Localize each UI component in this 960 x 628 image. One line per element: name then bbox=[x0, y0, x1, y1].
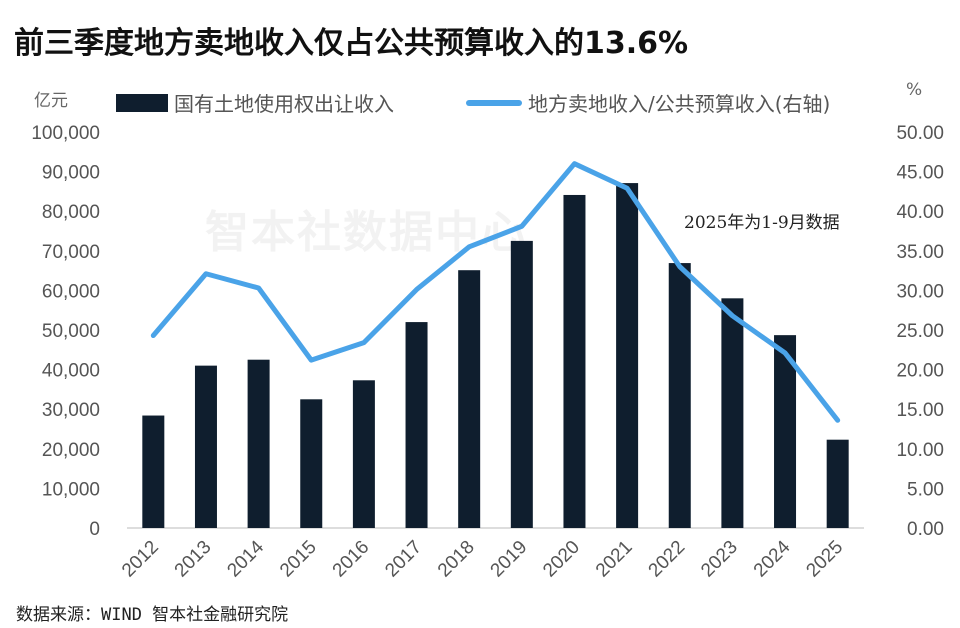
bar-2023 bbox=[721, 298, 744, 528]
x-tick-label: 2013 bbox=[171, 537, 216, 582]
source-note: 数据来源：WIND 智本社金融研究院 bbox=[16, 605, 289, 625]
annotation: 2025年为1-9月数据 bbox=[684, 213, 840, 233]
bar-2016 bbox=[352, 380, 375, 528]
x-tick-label: 2016 bbox=[329, 537, 374, 582]
chart-title: 前三季度地方卖地收入仅占公共预算收入的13.6% bbox=[14, 26, 689, 61]
right-tick-label: 25.00 bbox=[896, 321, 944, 342]
right-tick-label: 15.00 bbox=[896, 400, 944, 421]
bar-2021 bbox=[616, 183, 639, 529]
left-tick-label: 90,000 bbox=[42, 163, 100, 184]
bar-2018 bbox=[458, 270, 481, 528]
left-tick-label: 70,000 bbox=[42, 242, 100, 263]
bar-2022 bbox=[668, 263, 691, 528]
x-tick-label: 2023 bbox=[697, 537, 742, 582]
right-axis-unit: % bbox=[906, 80, 923, 100]
left-tick-label: 0 bbox=[89, 519, 100, 540]
x-tick-label: 2022 bbox=[645, 537, 690, 582]
left-tick-label: 40,000 bbox=[42, 361, 100, 382]
right-tick-label: 35.00 bbox=[896, 242, 944, 263]
x-tick-label: 2018 bbox=[434, 537, 479, 582]
right-tick-label: 30.00 bbox=[896, 281, 944, 302]
x-tick-label: 2024 bbox=[750, 536, 795, 581]
bar-2014 bbox=[247, 359, 270, 528]
right-tick-label: 5.00 bbox=[907, 479, 944, 500]
legend-bar-label: 国有土地使用权出让收入 bbox=[174, 92, 394, 116]
x-tick-label: 2014 bbox=[223, 536, 268, 581]
right-tick-label: 10.00 bbox=[896, 440, 944, 461]
left-tick-label: 30,000 bbox=[42, 400, 100, 421]
right-tick-label: 50.00 bbox=[896, 123, 944, 144]
bar-2013 bbox=[194, 365, 217, 528]
left-tick-label: 50,000 bbox=[42, 321, 100, 342]
x-tick-label: 2012 bbox=[118, 537, 163, 582]
bar-2025 bbox=[826, 439, 849, 528]
watermark: 智本社数据中心 bbox=[205, 207, 527, 258]
x-tick-label: 2017 bbox=[381, 537, 426, 582]
left-tick-label: 60,000 bbox=[42, 281, 100, 302]
x-tick-label: 2025 bbox=[802, 537, 847, 582]
bar-2017 bbox=[405, 322, 428, 528]
right-tick-label: 45.00 bbox=[896, 163, 944, 184]
bar-2012 bbox=[142, 415, 165, 528]
ratio-line bbox=[150, 161, 841, 423]
legend-line-label: 地方卖地收入/公共预算收入(右轴) bbox=[528, 92, 831, 116]
left-axis-unit: 亿元 bbox=[34, 91, 68, 111]
legend-item-bar: 国有土地使用权出让收入 bbox=[116, 88, 394, 117]
right-tick-label: 40.00 bbox=[896, 202, 944, 223]
left-tick-label: 100,000 bbox=[31, 123, 100, 144]
bar-2019 bbox=[510, 240, 533, 528]
legend-line-swatch bbox=[466, 99, 522, 106]
x-tick-label: 2015 bbox=[276, 537, 321, 582]
legend-bar-swatch bbox=[116, 93, 168, 112]
left-tick-label: 80,000 bbox=[42, 202, 100, 223]
x-tick-label: 2020 bbox=[539, 537, 584, 582]
x-tick-label: 2019 bbox=[487, 537, 532, 582]
left-tick-label: 10,000 bbox=[42, 479, 100, 500]
bar-2015 bbox=[300, 399, 323, 528]
right-tick-label: 0.00 bbox=[907, 519, 944, 540]
bar-2020 bbox=[563, 194, 586, 529]
bar-2024 bbox=[774, 335, 797, 528]
legend-item-line: 地方卖地收入/公共预算收入(右轴) bbox=[466, 88, 830, 117]
x-tick-label: 2021 bbox=[592, 537, 637, 582]
right-tick-label: 20.00 bbox=[896, 361, 944, 382]
left-tick-label: 20,000 bbox=[42, 440, 100, 461]
